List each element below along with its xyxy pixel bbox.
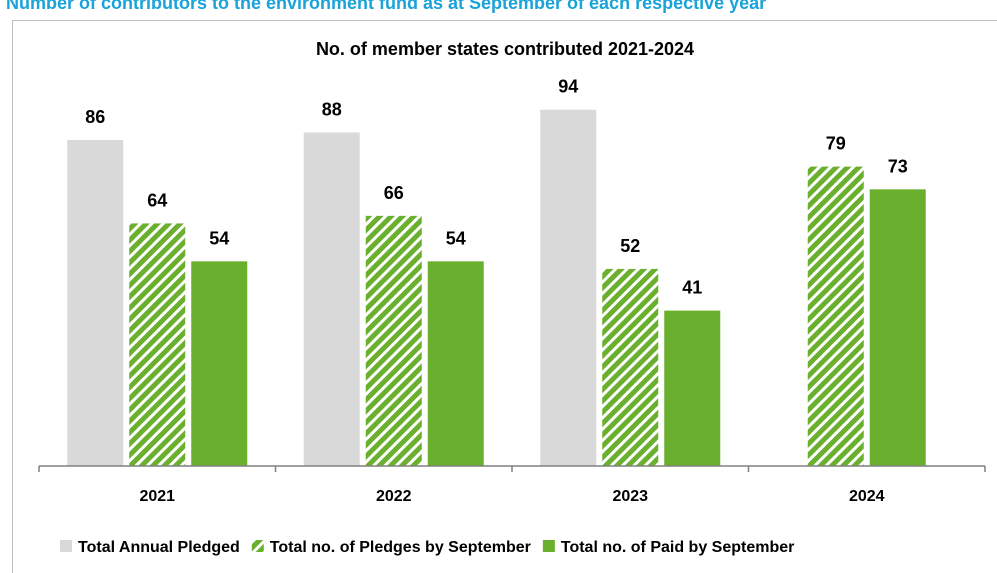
bar-2024-total-no-of-pledges-by-september [807, 166, 864, 466]
page-header-title: Number of contributors to the environmen… [6, 0, 767, 13]
data-label-2021-total-annual-pledged: 86 [85, 107, 105, 127]
chart-panel [12, 20, 997, 573]
data-label-2023-total-no-of-paid-by-september: 41 [682, 278, 702, 298]
bar-2024-total-no-of-paid-by-september [869, 189, 926, 466]
x-tick-label-2024: 2024 [849, 488, 885, 505]
data-label-2023-total-no-of-pledges-by-september: 52 [620, 236, 640, 256]
data-label-2022-total-annual-pledged: 88 [322, 99, 342, 119]
legend-swatch-total-annual-pledged [60, 540, 72, 552]
x-tick-label-2021: 2021 [139, 488, 175, 505]
bar-2023-total-no-of-pledges-by-september [602, 268, 659, 466]
bar-2022-total-no-of-pledges-by-september [365, 215, 422, 466]
bar-2021-total-no-of-paid-by-september [191, 261, 248, 466]
bar-2021-total-annual-pledged [67, 140, 124, 466]
data-label-2022-total-no-of-pledges-by-september: 66 [384, 183, 404, 203]
data-label-2024-total-no-of-paid-by-september: 73 [888, 156, 908, 176]
data-label-2023-total-annual-pledged: 94 [558, 77, 578, 97]
bar-2021-total-no-of-pledges-by-september [129, 223, 186, 466]
chart-title: No. of member states contributed 2021-20… [316, 39, 694, 59]
x-tick-label-2022: 2022 [376, 488, 412, 505]
bar-2022-total-no-of-paid-by-september [427, 261, 484, 466]
legend-label-total-no-of-pledges-by-september: Total no. of Pledges by September [270, 539, 531, 556]
legend-label-total-annual-pledged: Total Annual Pledged [78, 539, 240, 556]
bar-2023-total-no-of-paid-by-september [664, 310, 721, 466]
x-tick-label-2023: 2023 [612, 488, 648, 505]
legend-swatch-total-no-of-pledges-by-september [251, 540, 264, 552]
bar-2022-total-annual-pledged [303, 132, 360, 467]
data-label-2021-total-no-of-paid-by-september: 54 [209, 228, 229, 248]
legend-label-total-no-of-paid-by-september: Total no. of Paid by September [561, 539, 795, 556]
data-label-2021-total-no-of-pledges-by-september: 64 [147, 190, 167, 210]
data-label-2022-total-no-of-paid-by-september: 54 [446, 228, 466, 248]
data-label-2024-total-no-of-pledges-by-september: 79 [826, 134, 846, 154]
legend-swatch-total-no-of-paid-by-september [542, 540, 555, 552]
bar-2023-total-annual-pledged [540, 109, 597, 467]
